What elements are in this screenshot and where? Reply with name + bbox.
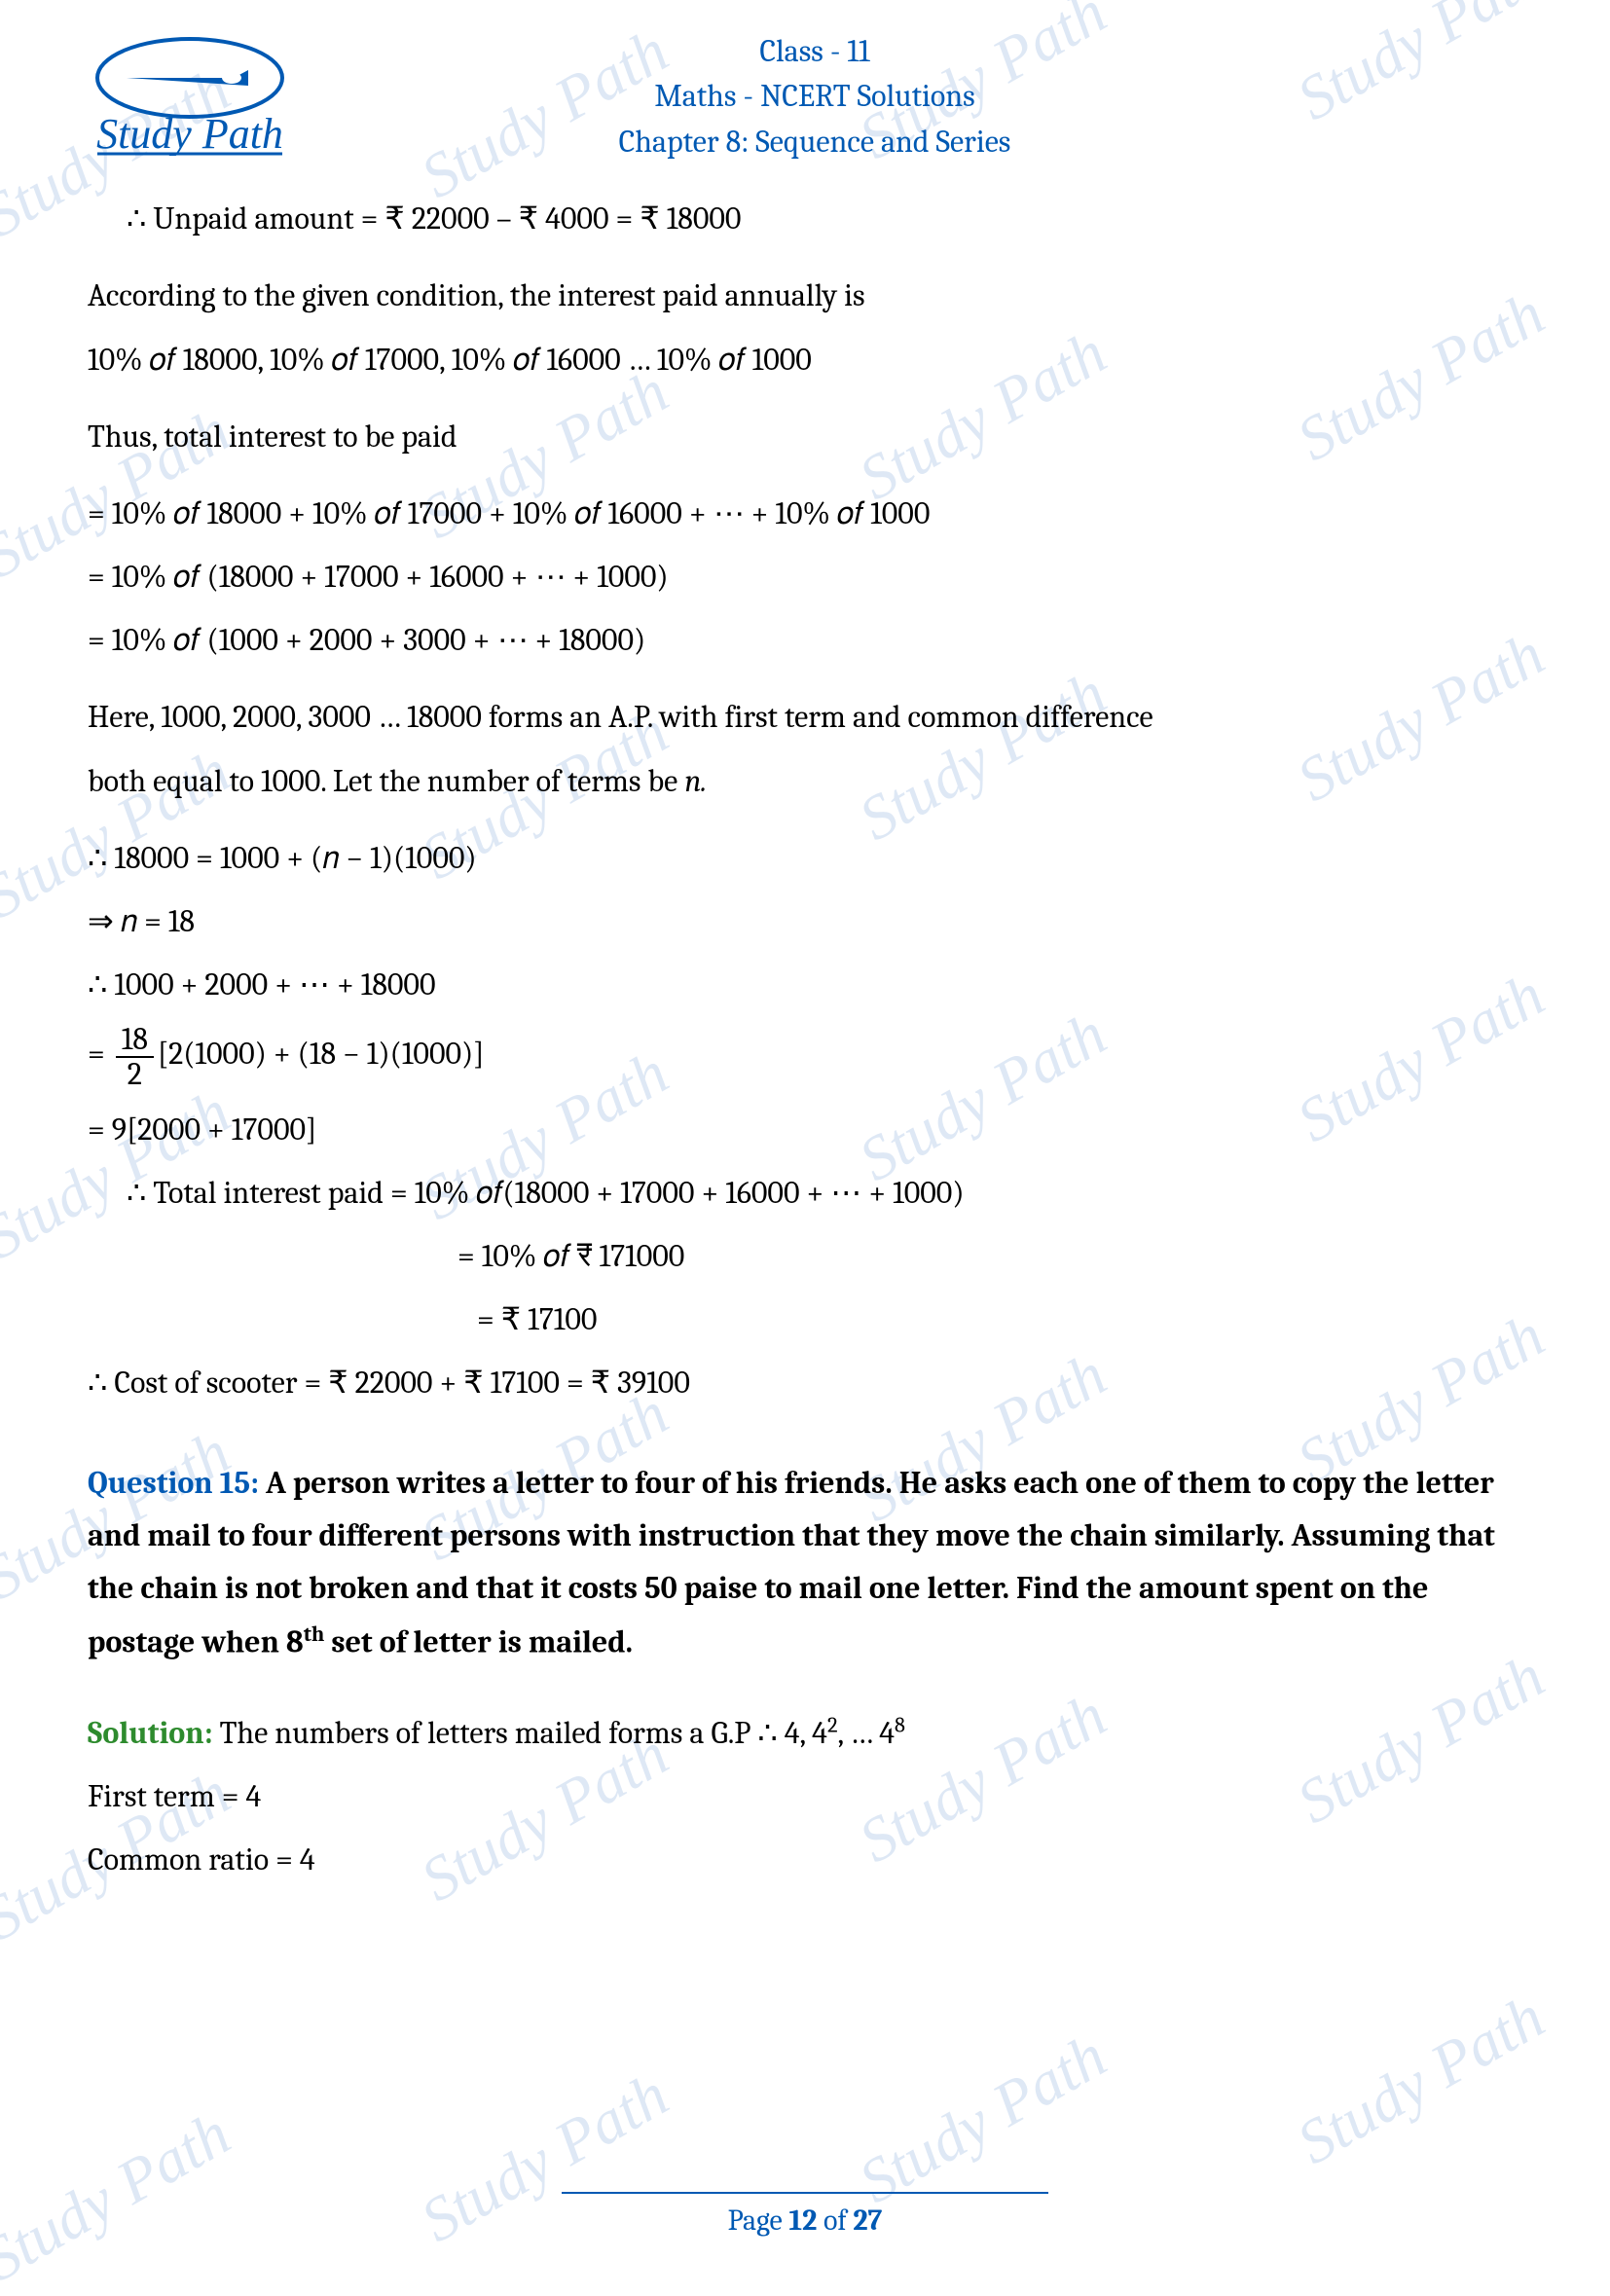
math-line: = 10% 𝑜𝑓 (1000 + 2000 + 3000 + ⋯ + 18000… [88,615,1522,665]
question-label: Question 15: [88,1465,266,1501]
question-text: A person writes a letter to four of his … [88,1465,1495,1660]
text-line: According to the given condition, the in… [88,271,1522,320]
footer-divider [562,2192,1048,2194]
solution-text: , … 4 [838,1715,896,1751]
subject-line: Maths - NCERT Solutions [311,74,1318,119]
math-line: ∴ Total interest paid = 10% 𝑜𝑓(18000 + 1… [88,1168,1522,1218]
solution-label: Solution: [88,1715,220,1751]
fraction: 182 [116,1023,154,1090]
text-line: Here, 1000, 2000, 3000 … 18000 forms an … [88,692,1522,742]
math-line: = 182[2(1000) + (18 − 1)(1000)] [88,1023,1522,1090]
solution-line: Solution: The numbers of letters mailed … [88,1708,1522,1758]
text-span: both equal to 1000. Let the number of te… [88,763,684,799]
page-header: Study Path Class - 11 Maths - NCERT Solu… [88,29,1522,164]
equals-sign: = [88,1036,112,1072]
math-line: = ₹ 17100 [88,1294,1522,1344]
chapter-line: Chapter 8: Sequence and Series [311,120,1318,164]
total-pages: 27 [853,2204,882,2238]
text-line: Common ratio = 4 [88,1835,1522,1884]
text-line: Thus, total interest to be paid [88,412,1522,461]
content-body: ∴ Unpaid amount = ₹ 22000 – ₹ 4000 = ₹ 1… [88,194,1522,1884]
text-span: Here, 1000, 2000, 3000 … 18000 forms an … [88,699,1153,735]
page-number: Page 12 of 27 [0,2204,1610,2238]
math-line: ∴ 1000 + 2000 + ⋯ + 18000 [88,960,1522,1009]
math-line: ⇒ 𝑛 = 18 [88,896,1522,946]
math-span: [2(1000) + (18 − 1)(1000)] [158,1036,485,1072]
logo: Study Path [88,29,292,160]
math-line: = 10% 𝑜𝑓 ₹ 171000 [88,1231,1522,1281]
exponent: 2 [827,1712,838,1737]
math-line: ∴ Cost of scooter = ₹ 22000 + ₹ 17100 = … [88,1358,1522,1407]
page-footer: Page 12 of 27 [0,2192,1610,2238]
svg-text:Study Path: Study Path [96,110,283,156]
question-block: Question 15: A person writes a letter to… [88,1457,1522,1669]
math-line: ∴ 18000 = 1000 + (𝑛 − 1)(1000) [88,833,1522,883]
variable-n: n. [684,763,707,799]
class-line: Class - 11 [311,29,1318,74]
ordinal-suffix: th [304,1622,325,1647]
solution-text: The numbers of letters mailed forms a G.… [220,1715,827,1751]
denominator: 2 [116,1058,154,1091]
math-line: 10% 𝑜𝑓 18000, 10% 𝑜𝑓 17000, 10% 𝑜𝑓 16000… [88,335,1522,384]
math-line: = 10% 𝑜𝑓 18000 + 10% 𝑜𝑓 17000 + 10% 𝑜𝑓 1… [88,489,1522,538]
math-line: = 9[2000 + 17000] [88,1105,1522,1154]
numerator: 18 [116,1023,154,1058]
page-prefix: Page [728,2204,789,2238]
question-text: set of letter is mailed. [324,1623,633,1659]
page-mid: of [817,2204,853,2238]
header-titles: Class - 11 Maths - NCERT Solutions Chapt… [311,29,1522,164]
text-line: First term = 4 [88,1771,1522,1821]
text-line: both equal to 1000. Let the number of te… [88,756,1522,806]
text-line: ∴ Unpaid amount = ₹ 22000 – ₹ 4000 = ₹ 1… [88,194,1522,243]
current-page: 12 [788,2204,817,2238]
math-line: = 10% 𝑜𝑓 (18000 + 17000 + 16000 + ⋯ + 10… [88,552,1522,601]
exponent: 8 [895,1712,905,1737]
